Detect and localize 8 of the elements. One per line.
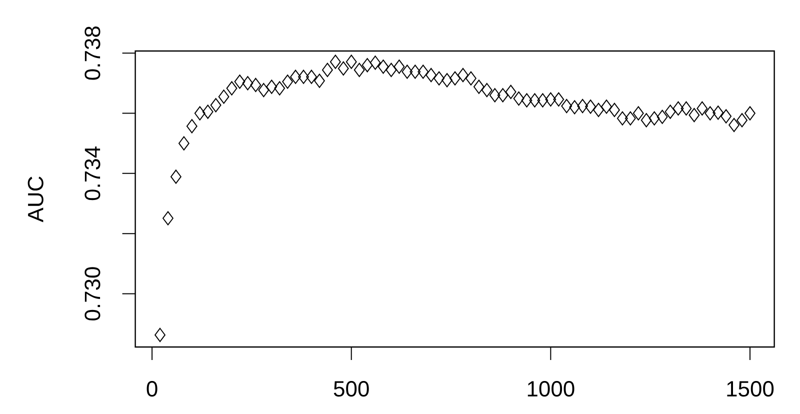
x-tick-label: 1000: [528, 381, 574, 397]
y-axis-title: AUC: [28, 176, 44, 222]
x-tick-label: 0: [146, 381, 158, 397]
x-tick-label: 500: [334, 381, 369, 397]
y-tick-label: 0.738: [84, 26, 100, 80]
x-tick-label: 1500: [727, 381, 774, 397]
y-tick-label: 0.734: [84, 146, 100, 200]
y-tick-label: 0.730: [84, 267, 100, 320]
